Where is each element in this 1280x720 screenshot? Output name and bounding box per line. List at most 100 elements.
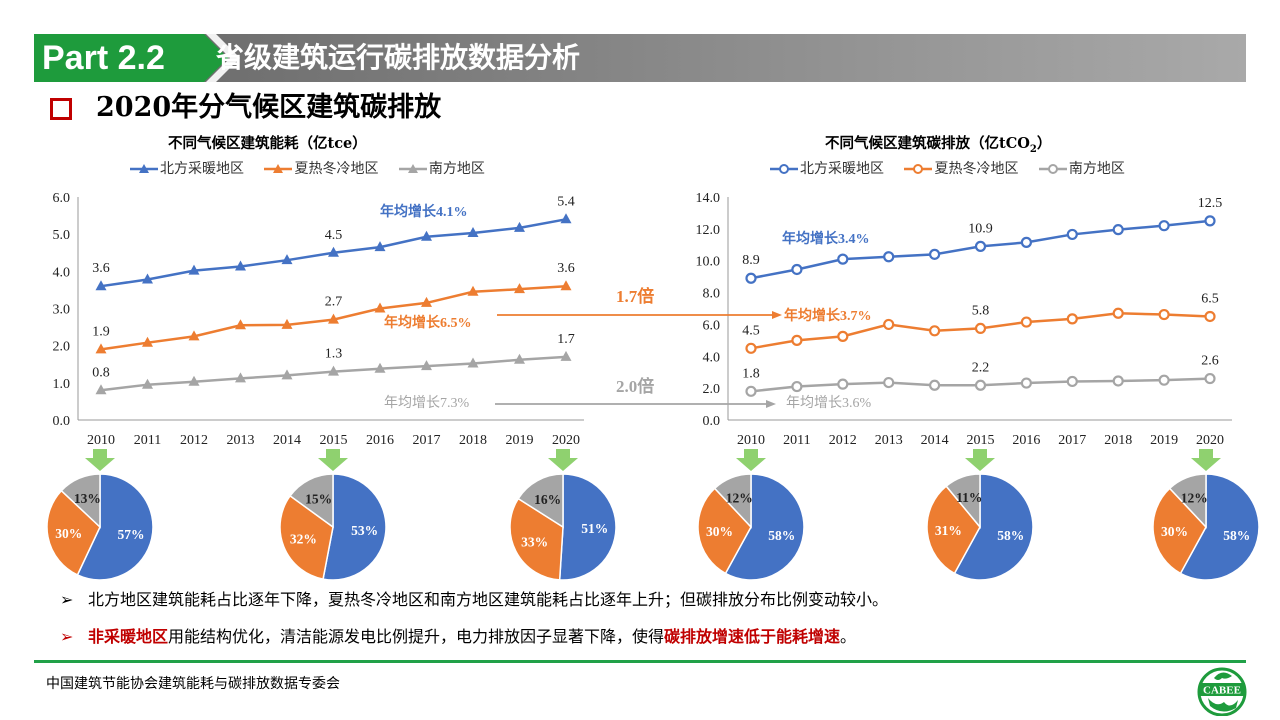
pie-slice [1152, 487, 1207, 575]
data-point [235, 372, 246, 383]
data-point [1158, 220, 1170, 232]
y-tick-label: 4.0 [703, 350, 721, 365]
pie-label: 58% [1223, 528, 1250, 543]
data-point [974, 379, 987, 391]
pie-slice [697, 487, 752, 575]
data-point [1112, 224, 1124, 236]
data-point [1020, 377, 1033, 389]
pie-label: 30% [1161, 524, 1188, 539]
y-tick-label: 0.0 [53, 414, 71, 429]
data-point [560, 280, 572, 291]
down-arrow-icon [965, 449, 995, 471]
pie-label: 57% [118, 527, 145, 542]
data-point [791, 380, 803, 393]
x-tick-label: 2016 [1012, 433, 1040, 448]
data-label: 1.8 [742, 366, 760, 381]
data-label: 2.2 [972, 360, 990, 375]
data-point [374, 302, 386, 313]
data-point [837, 378, 849, 390]
carbon-chart-legend: 北方采暖地区 夏热冬冷地区 南方地区 [770, 160, 1141, 178]
data-point [514, 353, 525, 364]
data-point [883, 251, 895, 263]
share-pie-chart: 58% 30% 12% [1152, 473, 1260, 581]
x-tick-label: 2020 [1196, 433, 1224, 448]
legend-item-north: 北方采暖地区 [770, 160, 884, 178]
data-point [188, 330, 200, 341]
y-tick-label: 3.0 [53, 303, 71, 318]
data-point [421, 296, 432, 307]
pie-slice [289, 473, 334, 529]
x-tick-label: 2020 [552, 433, 580, 448]
data-point [421, 360, 432, 371]
connector-arrowhead [772, 311, 782, 319]
pie-label: 53% [351, 523, 378, 538]
legend-item-south: 南方地区 [398, 160, 485, 178]
data-point [1020, 316, 1033, 328]
data-point [745, 342, 757, 354]
data-point [188, 375, 200, 386]
x-tick-label: 2017 [1058, 433, 1086, 448]
growth-annotation: 年均增长3.6% [786, 395, 871, 411]
data-point [328, 246, 339, 257]
data-point [374, 241, 386, 252]
highlight-text: 碳排放增速低于能耗增速 [664, 627, 841, 646]
x-tick-label: 2019 [506, 433, 534, 448]
bullet-arrow-icon: ➢ [60, 627, 74, 646]
data-label: 5.8 [972, 303, 990, 318]
data-point [95, 343, 107, 354]
data-point [467, 227, 479, 238]
data-point [745, 385, 757, 397]
data-point [1204, 310, 1216, 323]
data-point [1112, 307, 1124, 319]
y-tick-label: 10.0 [696, 255, 721, 270]
y-tick-label: 8.0 [703, 287, 721, 302]
share-pie-chart: 53% 32% 15% [279, 473, 387, 581]
data-point [1204, 372, 1216, 385]
data-point [928, 379, 941, 391]
data-point [328, 365, 339, 376]
data-point [281, 369, 293, 380]
y-tick-label: 1.0 [53, 377, 71, 392]
connector-arrowhead [766, 400, 776, 408]
logo-text: CABEE [1203, 685, 1241, 697]
bullet-text: 。 [840, 627, 857, 646]
pie-slice [945, 473, 981, 530]
pie-slice [322, 473, 387, 581]
data-point [328, 313, 339, 324]
pie-label: 33% [521, 534, 548, 549]
x-tick-label: 2014 [921, 433, 949, 448]
legend-item-north: 北方采暖地区 [130, 160, 244, 178]
header-banner: Part 2.2 省级建筑运行碳排放数据分析 [34, 34, 1246, 82]
x-tick-label: 2012 [180, 433, 208, 448]
x-tick-label: 2019 [1150, 433, 1178, 448]
data-point [95, 384, 107, 395]
pie-slice [1168, 473, 1207, 529]
pie-slice [724, 473, 805, 581]
pie-label: 32% [290, 532, 317, 547]
pie-slice [279, 494, 334, 580]
bullet-text: 北方地区建筑能耗占比逐年下降，夏热冬冷地区和南方地区建筑能耗占比逐年上升；但碳排… [88, 590, 889, 609]
down-arrow-icon [318, 449, 348, 471]
down-arrow-icon [1191, 449, 1221, 471]
pie-label: 51% [581, 521, 608, 536]
pie-label: 30% [55, 526, 82, 541]
data-point [1020, 236, 1033, 248]
data-point [883, 376, 895, 389]
bullet-text: 用能结构优化，清洁能源发电比例提升，电力排放因子显著下降，使得 [168, 627, 665, 646]
share-pie-chart: 58% 30% 12% [697, 473, 805, 581]
section-title: 2020年分气候区建筑碳排放 [96, 92, 442, 123]
cabee-logo-icon: CABEE [1197, 667, 1247, 716]
data-point [883, 318, 895, 331]
pie-slice [46, 489, 101, 576]
y-tick-label: 0.0 [703, 414, 721, 429]
growth-annotation: 年均增长3.4% [782, 230, 870, 247]
pie-label: 13% [74, 491, 101, 506]
data-point [1066, 375, 1078, 388]
data-point [1204, 215, 1216, 227]
data-label: 5.4 [557, 194, 575, 209]
page-title: 省级建筑运行碳排放数据分析 [216, 41, 581, 74]
data-point [281, 254, 293, 265]
data-point [837, 330, 849, 342]
down-arrow-icon [548, 449, 578, 471]
data-point [374, 362, 386, 373]
